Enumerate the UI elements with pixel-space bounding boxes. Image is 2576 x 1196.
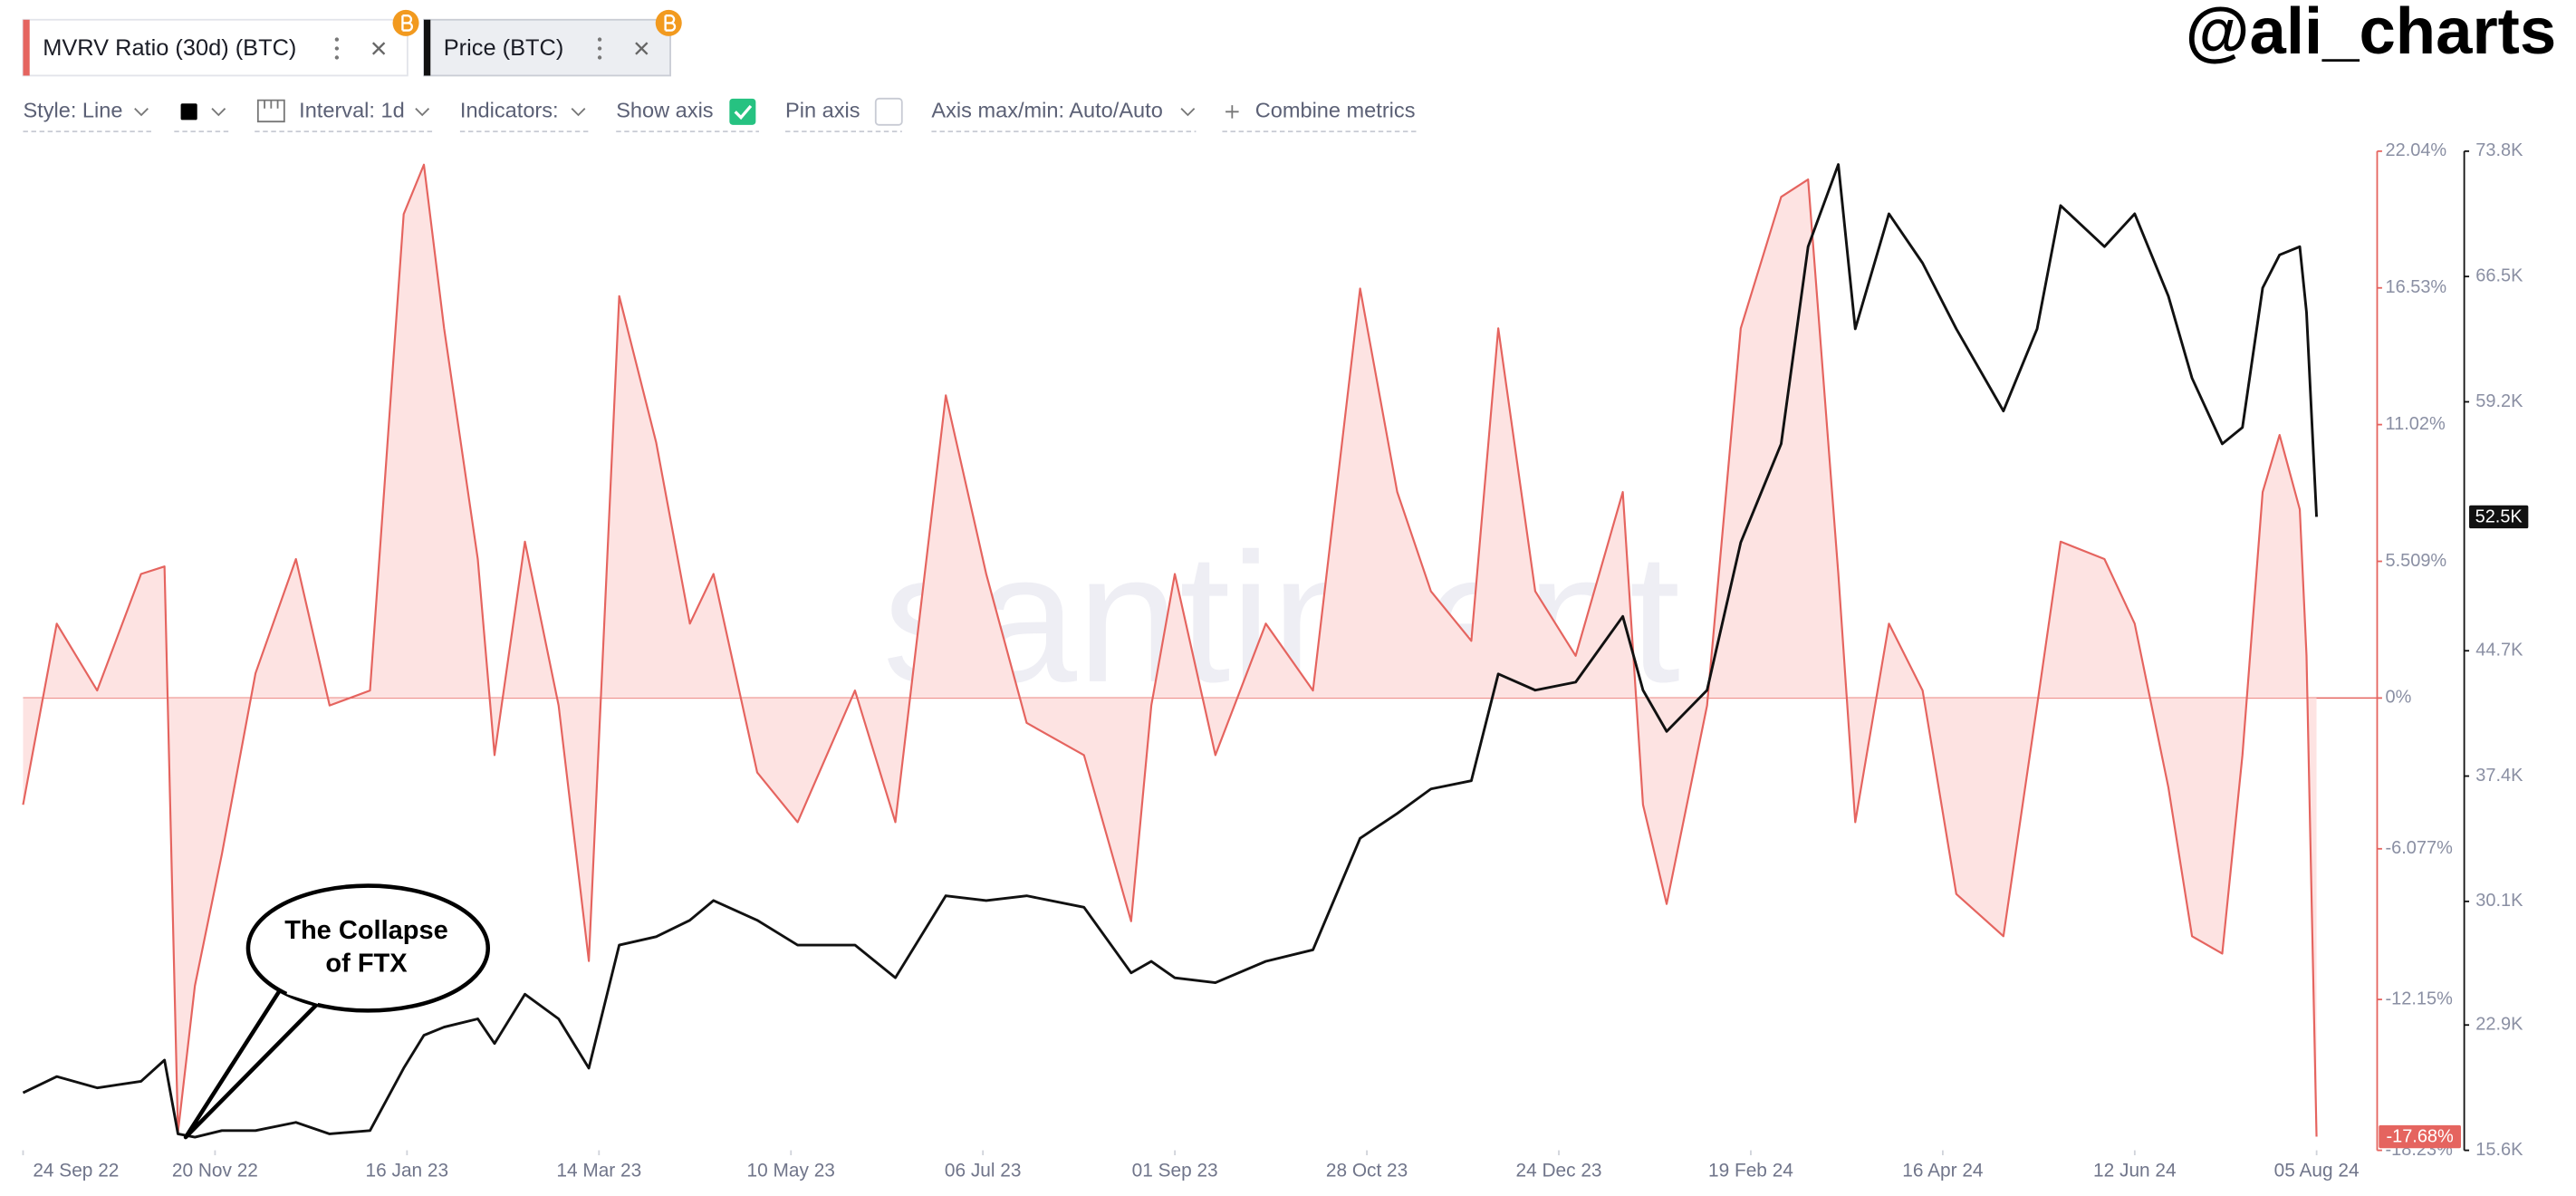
- tab-color: [23, 19, 30, 76]
- combine-metrics[interactable]: Combine metrics: [1255, 99, 1416, 122]
- tab[interactable]: [423, 18, 671, 77]
- x-tick-label: 28 Oct 23: [1326, 1161, 1408, 1182]
- tab-close[interactable]: [371, 42, 386, 55]
- series-line: [22, 163, 2318, 1139]
- tab-label: Price (BTC): [444, 35, 564, 61]
- x-tick-label: 24 Sep 22: [33, 1161, 119, 1182]
- y-tick-label: 0%: [2386, 688, 2412, 708]
- pin-axis-checkbox[interactable]: [874, 97, 903, 126]
- tab[interactable]: [22, 18, 409, 77]
- callout-tail: [183, 984, 324, 1140]
- series-area: [23, 164, 2317, 1137]
- last-value-label: 52.5K: [2475, 507, 2523, 527]
- y-tick-label: 22.04%: [2386, 140, 2447, 160]
- y2-tick-label: 37.4K: [2475, 766, 2523, 786]
- check: [734, 104, 753, 121]
- pin-axis-label[interactable]: Pin axis: [785, 99, 860, 122]
- y2-tick-label: 59.2K: [2475, 391, 2523, 411]
- x-tick-label: 19 Feb 24: [1708, 1161, 1793, 1182]
- axis-maxmin-dropdown[interactable]: Axis max/min: Auto/Auto: [931, 99, 1162, 122]
- color-swatch[interactable]: [180, 103, 197, 121]
- tab-color: [424, 19, 431, 76]
- series-line: [22, 163, 2318, 1137]
- y-tick-label: -12.15%: [2386, 989, 2454, 1008]
- x-tick-label: 01 Sep 23: [1132, 1161, 1218, 1182]
- y-tick-label: 16.53%: [2386, 277, 2447, 297]
- chevron: [571, 108, 586, 117]
- y2-tick-label: 30.1K: [2475, 891, 2523, 911]
- plus-icon: [1226, 105, 1239, 119]
- y2-tick-label: 44.7K: [2475, 640, 2523, 660]
- y2-tick-label: 73.8K: [2475, 140, 2523, 160]
- btc-icon-glyph: [664, 14, 677, 32]
- plot: 22.04% 16.53% 11.02% 5.509% 0% -6.077% -12.15%…: [22, 140, 2529, 1182]
- callout-joint: [286, 988, 321, 1004]
- x-tick-label: 14 Mar 23: [556, 1161, 641, 1182]
- annotation-text: The Collapse: [284, 916, 448, 945]
- x-tick-label: 12 Jun 24: [2093, 1161, 2177, 1182]
- y2-tick-label: 66.5K: [2475, 265, 2523, 285]
- show-axis-checkbox[interactable]: [729, 98, 756, 125]
- callout-bubble: [245, 883, 491, 1013]
- annotation-text: of FTX: [325, 949, 408, 978]
- style-dropdown[interactable]: Style: Line: [23, 99, 122, 122]
- x-tick-label: 16 Jan 23: [366, 1161, 449, 1182]
- x-tick-label: 10 May 23: [747, 1161, 835, 1182]
- btc-icon-glyph: [401, 14, 414, 32]
- x-tick-label: 20 Nov 22: [172, 1161, 258, 1182]
- last-value-label: -17.68%: [2386, 1127, 2454, 1147]
- chevron: [134, 108, 149, 117]
- tab-menu[interactable]: [597, 37, 602, 60]
- x-tick-label: 16 Apr 24: [1902, 1161, 1983, 1182]
- chevron: [1180, 108, 1196, 117]
- y-tick-label: 5.509%: [2386, 551, 2447, 571]
- last-value-tag: [2469, 505, 2529, 529]
- interval-dropdown[interactable]: Interval: 1d: [299, 99, 405, 122]
- tab-close[interactable]: [635, 42, 649, 55]
- tab-label: MVRV Ratio (30d) (BTC): [43, 35, 296, 61]
- x-tick-label: 06 Jul 23: [945, 1161, 1022, 1182]
- indicators-dropdown[interactable]: Indicators:: [460, 99, 559, 122]
- last-value-tag: [2379, 1124, 2461, 1149]
- x-tick-label: 24 Dec 23: [1515, 1161, 1601, 1182]
- watermark-handle: @ali_charts: [2186, 0, 2556, 68]
- x-tick-label: 05 Aug 24: [2274, 1161, 2360, 1182]
- tab-menu[interactable]: [334, 37, 340, 60]
- y-tick-label: 11.02%: [2386, 414, 2446, 434]
- y-tick-label: -6.077%: [2386, 838, 2454, 858]
- interval-icon: [256, 99, 285, 123]
- y2-tick-label: 15.6K: [2475, 1140, 2523, 1160]
- y2-tick-label: 22.9K: [2475, 1015, 2523, 1035]
- chevron: [211, 108, 226, 117]
- chevron: [415, 108, 430, 117]
- show-axis-label[interactable]: Show axis: [616, 99, 713, 122]
